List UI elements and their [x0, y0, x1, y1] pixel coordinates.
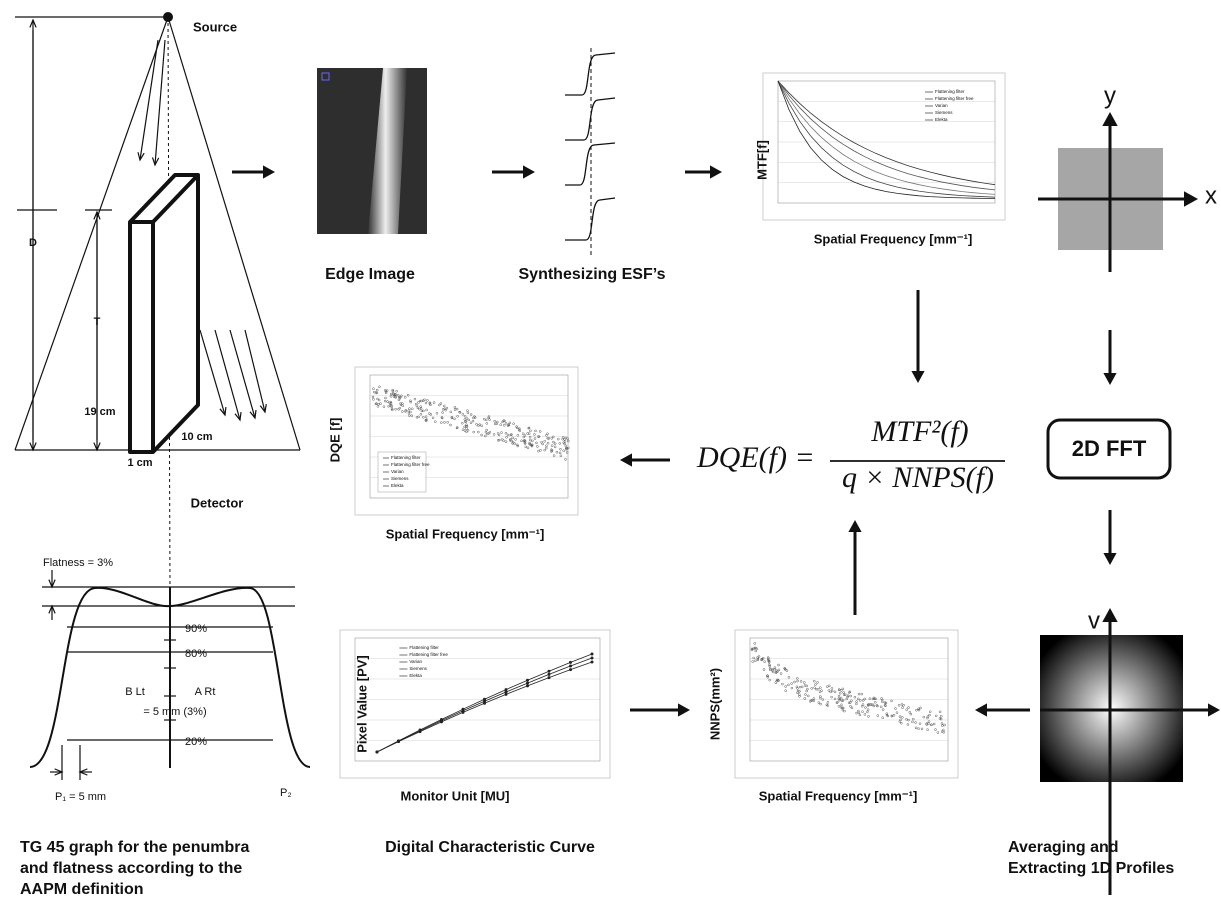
- label: v: [1088, 607, 1100, 634]
- arrow-head: [911, 371, 924, 383]
- label: Spatial Frequency [mm⁻¹]: [814, 231, 973, 246]
- label: Edge Image: [325, 266, 415, 283]
- label: Digital Characteristic Curve: [385, 839, 595, 856]
- label: y: [1104, 82, 1116, 109]
- label: Detector: [191, 495, 244, 510]
- esf-curve: [565, 143, 615, 185]
- label: Siemens: [391, 476, 409, 481]
- chart-frame: [355, 367, 578, 515]
- label: Flattening filter: [391, 455, 421, 460]
- label: 19 cm: [84, 406, 115, 418]
- label: 80%: [185, 648, 207, 660]
- label: B Lt: [125, 686, 145, 698]
- label: Synthesizing ESF’s: [519, 266, 666, 283]
- label: NNPS(mm²): [707, 668, 722, 740]
- arrow-head: [848, 520, 861, 532]
- label: Flattening filter: [409, 645, 439, 650]
- label: AAPM definition: [20, 881, 144, 898]
- line: [155, 40, 165, 165]
- label: Monitor Unit [MU]: [400, 788, 509, 803]
- arrow-head: [620, 453, 632, 466]
- label: Elekta: [935, 117, 948, 122]
- label: Siemens: [409, 666, 427, 671]
- label: 90%: [185, 623, 207, 635]
- label: Varian: [935, 103, 948, 108]
- label: Siemens: [935, 110, 953, 115]
- label: P₂: [280, 787, 292, 799]
- label: Flattening filter free: [391, 462, 430, 467]
- label: MTF[f]: [754, 140, 769, 180]
- label: TG 45 graph for the penumbra: [20, 839, 249, 856]
- label: Varian: [409, 659, 422, 664]
- label: DQE [f]: [327, 418, 342, 463]
- arrow-head: [1103, 373, 1116, 385]
- label: Spatial Frequency [mm⁻¹]: [386, 526, 545, 541]
- arrow-head: [975, 703, 987, 716]
- esf-curve: [565, 198, 615, 240]
- label: 10 cm: [181, 431, 212, 443]
- label: and flatness according to the: [20, 860, 242, 877]
- arrow-head: [1102, 112, 1117, 126]
- esf-curve: [565, 98, 615, 140]
- arrow-head: [1103, 553, 1116, 565]
- slab: [130, 175, 198, 452]
- arrow-head: [1184, 191, 1198, 206]
- line: [230, 330, 255, 418]
- label: Averaging and: [1008, 839, 1119, 856]
- arrow-head: [523, 165, 535, 178]
- label: MTF²(f): [870, 415, 968, 448]
- label: 1 cm: [127, 457, 152, 469]
- line: [200, 330, 225, 415]
- arrow-head: [710, 165, 722, 178]
- label: Source: [193, 19, 237, 34]
- label: D: [29, 237, 37, 249]
- label: A Rt: [195, 686, 216, 698]
- arrow-head: [263, 165, 275, 178]
- label: Elekta: [409, 673, 422, 678]
- label: Flattening filter: [935, 89, 965, 94]
- line: [215, 330, 240, 420]
- label: 20%: [185, 736, 207, 748]
- line: [245, 330, 265, 412]
- label: Flattening filter free: [409, 652, 448, 657]
- chart-frame: [735, 630, 958, 778]
- arrow-head: [1102, 608, 1117, 622]
- label: DQE(f) =: [696, 441, 815, 474]
- label: 2D FFT: [1072, 436, 1147, 461]
- label: Pixel Value [PV]: [354, 655, 369, 753]
- label: Flattening filter free: [935, 96, 974, 101]
- label: Flatness = 3%: [43, 557, 113, 569]
- arrow-head: [1208, 703, 1220, 716]
- label: Extracting 1D Profiles: [1008, 860, 1174, 877]
- line: [140, 40, 158, 160]
- arrow-head: [678, 703, 690, 716]
- label: P₁ = 5 mm: [55, 791, 106, 803]
- label: T: [94, 316, 101, 328]
- diagram: Source D T 19 cm 10 cm 1 cm Detector Flatness =…: [0, 0, 1221, 901]
- label: x: [1205, 182, 1217, 209]
- label: Spatial Frequency [mm⁻¹]: [759, 788, 918, 803]
- label: Elekta: [391, 483, 404, 488]
- label: = 5 mm (3%): [143, 706, 206, 718]
- label: Varian: [391, 469, 404, 474]
- esf-curve: [565, 53, 615, 95]
- label: q × NNPS(f): [842, 461, 994, 494]
